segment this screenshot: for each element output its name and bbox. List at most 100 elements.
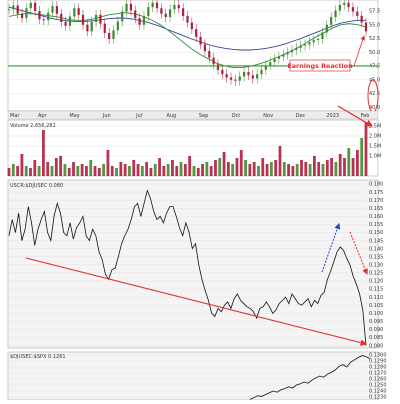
price-candle [108,32,111,40]
price-candle [142,15,146,25]
ratio2-tick-label: 0.1270 [369,371,387,377]
volume-bar [330,158,333,176]
price-candle [286,52,289,55]
ratio-panel: 0.180 0.175 0.170 0.165 0.160 0.155 0.150 0.145… [7,179,383,349]
ratio-tick-label: 0.170 [369,198,383,204]
volume-bar [222,152,226,176]
price-candle [203,44,207,52]
volume-bar [80,164,84,176]
price-candle [317,39,320,41]
volume-bar [291,166,295,176]
month-label: 2023 [326,113,339,119]
price-candle [182,8,185,16]
price-candle [212,57,215,65]
volume-bar [278,146,282,176]
price-candle [7,9,11,11]
price-candle [273,58,276,63]
volume-bar [244,160,247,176]
price-candle [160,8,163,14]
earnings-box [289,59,351,72]
volume-bar [42,130,45,176]
earnings-arrow [353,35,366,67]
volume-bar [166,164,170,176]
volume-bar [149,168,153,176]
ratio-tick-label: 0.110 [369,295,383,301]
volume-bar [214,160,217,176]
month-label: Mar [10,113,20,119]
price-candle [299,45,302,48]
price-candles [7,0,368,86]
price-candle [42,19,45,21]
volume-bar [343,158,346,176]
price-candle [269,62,272,66]
volume-bar [321,164,325,176]
volume-bar [347,148,351,176]
month-label: Sep [199,113,208,119]
price-candle [308,42,311,45]
price-candle [38,10,41,20]
price-candle [177,4,180,9]
ratio-tick-label: 0.155 [369,222,383,228]
volume-bar [308,164,312,176]
price-candle [221,69,224,75]
volume-bar [317,162,321,176]
volume-bar [93,166,97,176]
volume-tick-label: 1.5M [369,144,381,150]
ratio-tick-label: 0.130 [369,263,383,269]
price-candle [116,21,119,31]
volume-bar [201,164,204,176]
price-candle [12,5,15,10]
ratio2-panel: 0.13000.12900.12800.12700.12600.12500.12… [7,351,387,401]
price-candle [34,2,37,11]
ratio-tick-label: 0.105 [369,303,383,309]
volume-bar [72,162,75,176]
volume-bar [29,168,32,176]
volume-tick-label: 2.5M [369,124,381,130]
price-candle [129,3,133,11]
ratio-grid [8,183,366,346]
price-candle [164,13,167,18]
price-candle [260,69,263,75]
ratio-tick-label: 0.095 [369,319,383,325]
volume-bar [158,158,161,176]
month-label: May [69,113,79,119]
volume-bar [175,166,179,176]
price-candle [103,23,106,33]
price-candle [138,18,141,25]
volume-bar [136,164,140,176]
volume-bar [76,166,80,176]
price-candle [55,6,58,14]
ratio-panel-bg [7,179,379,349]
price-candle [338,4,341,11]
price-candle [155,2,159,9]
volume-bar [153,164,157,176]
ratio-tick-label: 0.085 [369,335,383,341]
volume-bar [235,158,239,176]
volume-bar [252,162,256,176]
volume-bar [63,164,67,176]
earnings-label: Earnings Reaction [287,62,353,70]
price-candle [64,21,67,26]
price-candle [168,9,172,18]
volume-bars [7,122,368,176]
volume-bar [24,166,28,176]
price-candle [199,36,202,45]
volume-title: Volume 2,656,282 [10,123,56,129]
price-candle [47,12,50,21]
ratio-tick-label: 0.160 [369,214,383,220]
volume-bar [282,162,286,176]
volume-bar [7,168,11,176]
price-candle [321,32,324,40]
price-candle [186,15,189,23]
price-candle [351,7,355,12]
volume-bar [37,166,41,176]
ma50-line [8,12,367,69]
ratio2-tick-label: 0.1240 [369,389,387,395]
volume-bar [231,164,235,176]
price-candle [282,54,285,57]
price-panel-bg [7,0,379,112]
volume-bar [351,158,355,176]
price-candle [330,17,333,25]
volume-bar [300,160,303,176]
